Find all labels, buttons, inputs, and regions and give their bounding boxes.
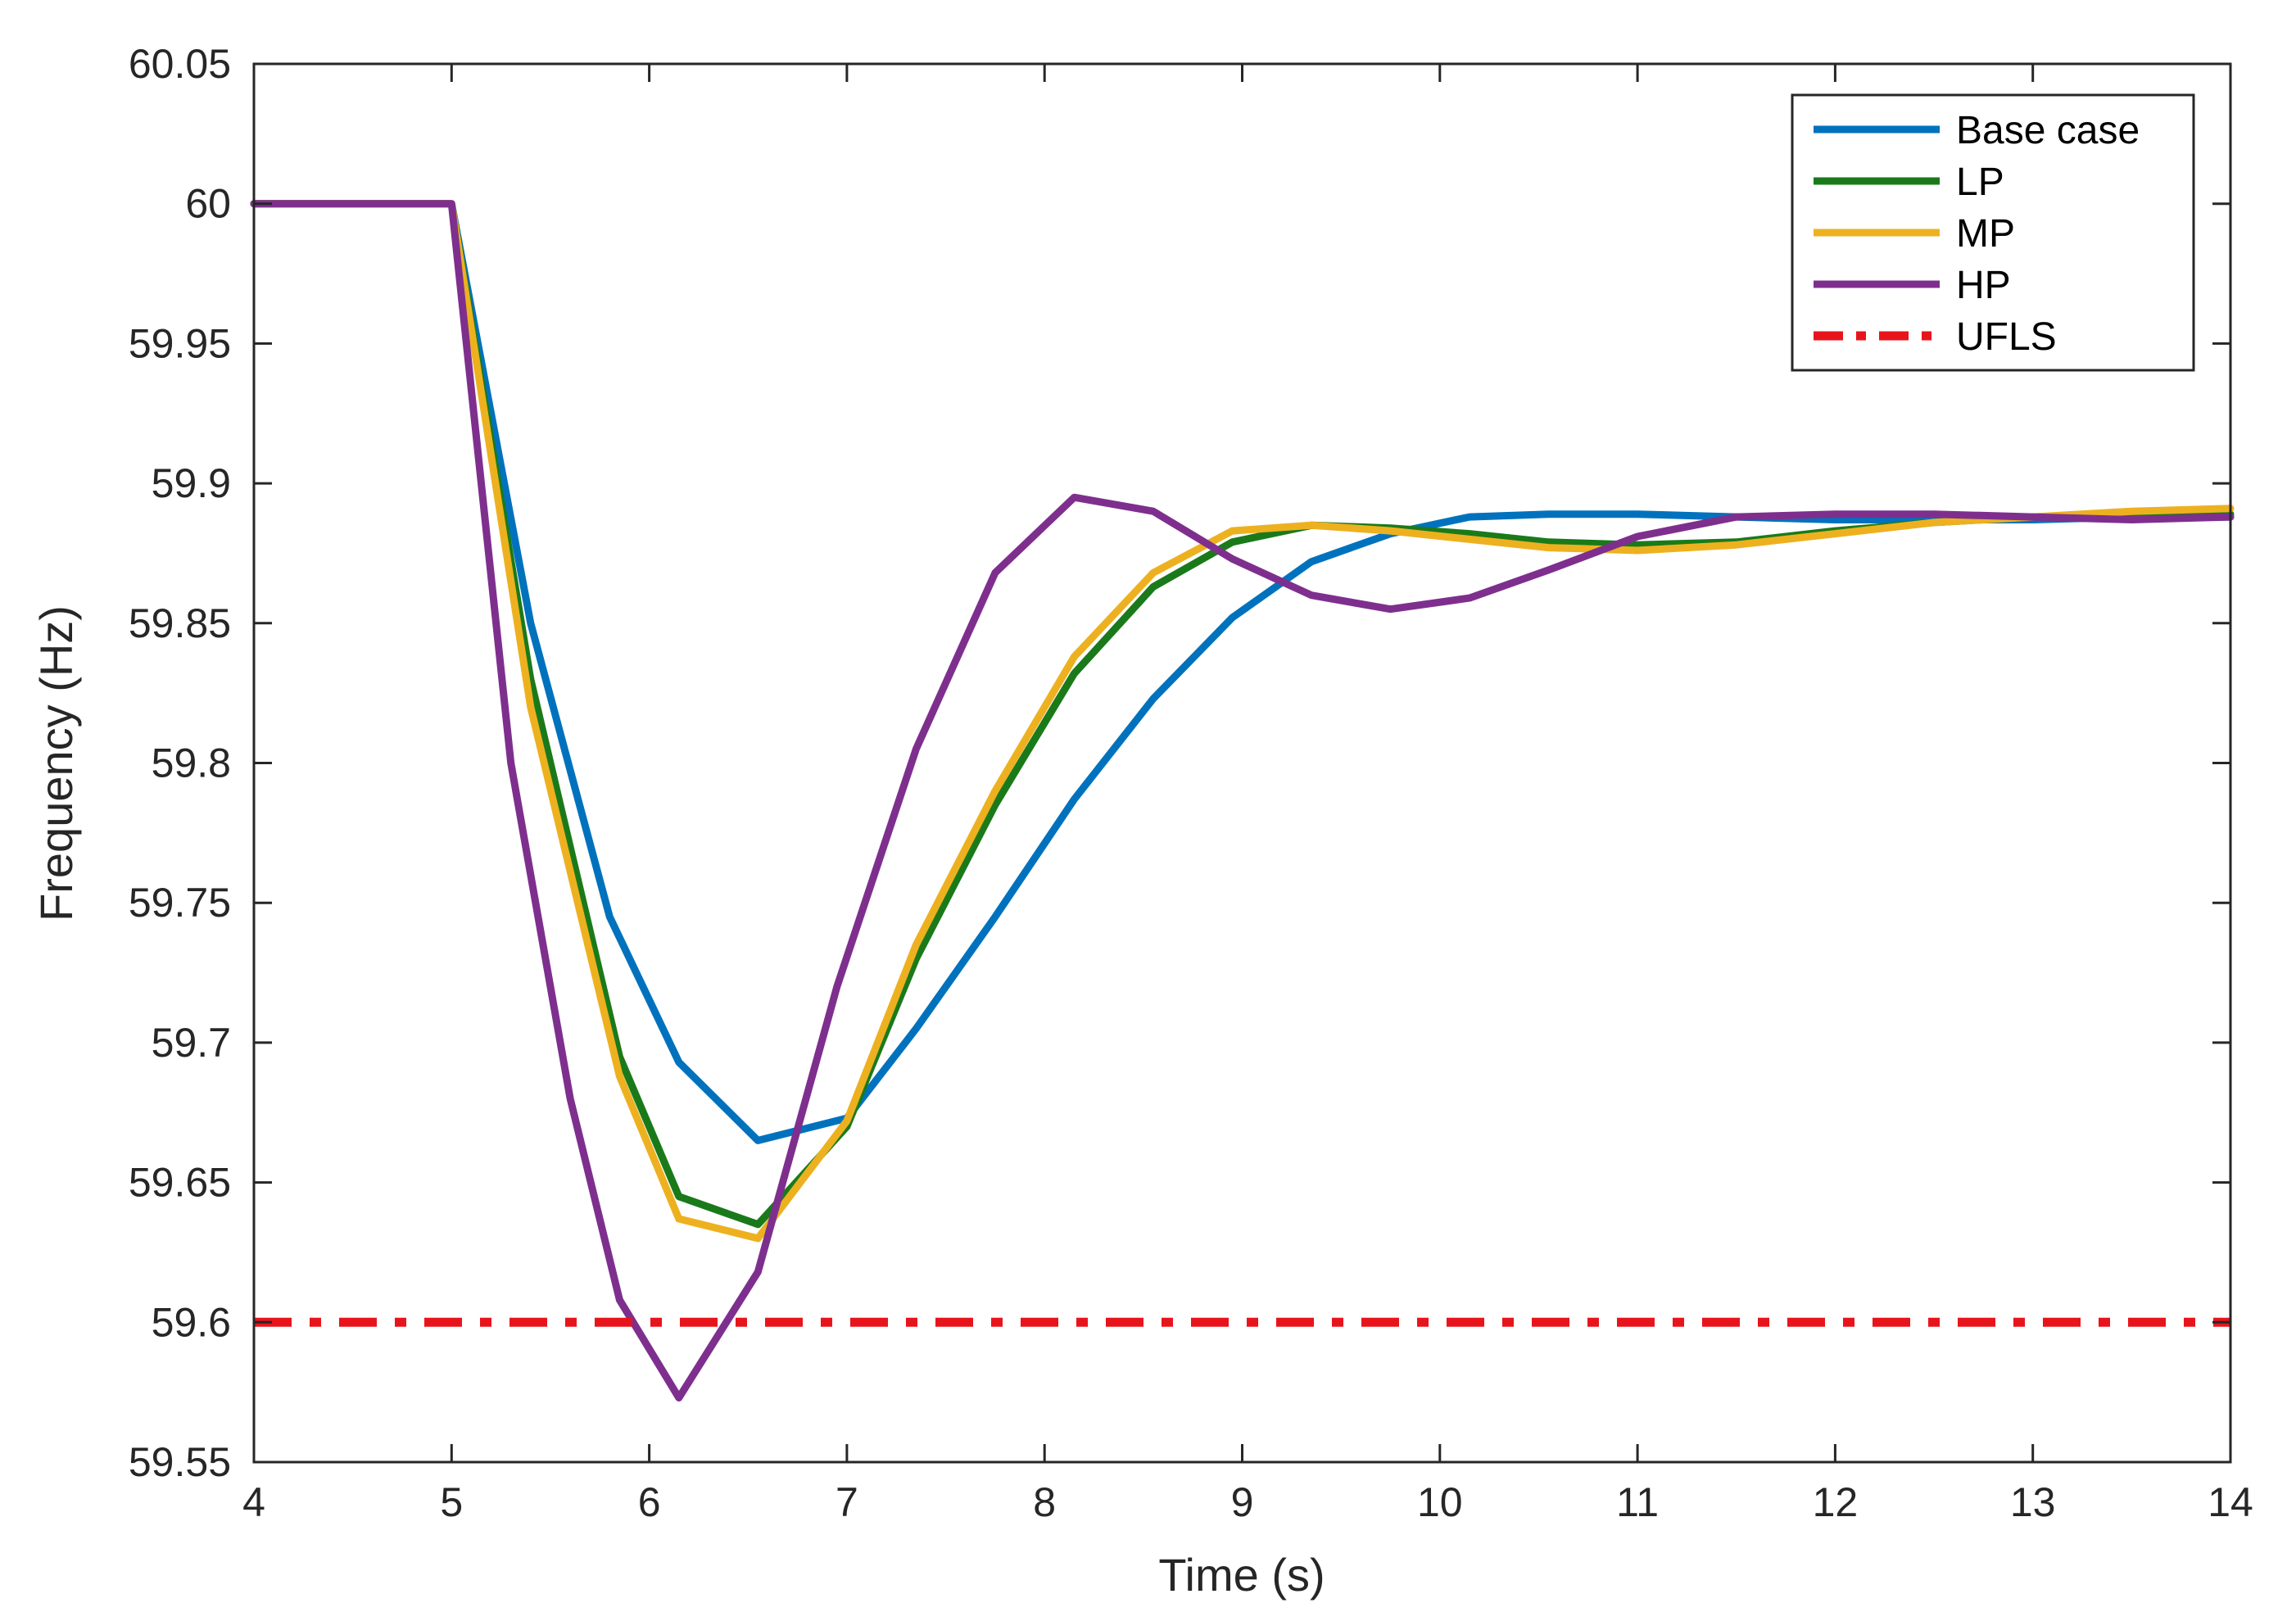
x-tick-label: 8 (1033, 1479, 1056, 1525)
x-tick-label: 4 (242, 1479, 265, 1525)
series-line-mp (250, 200, 2235, 1243)
y-tick-label: 59.95 (129, 320, 231, 366)
legend: Base case LP MP HP UFLS (1791, 93, 2195, 372)
y-tick-label: 59.85 (129, 600, 231, 646)
x-tick-label: 6 (638, 1479, 661, 1525)
legend-items: Base case LP MP HP UFLS (1814, 109, 2140, 359)
y-tick-label: 59.55 (129, 1439, 231, 1485)
y-tick-label: 60.05 (129, 41, 231, 87)
x-tick-label: 11 (1616, 1479, 1659, 1525)
x-tick-label: 5 (440, 1479, 463, 1525)
x-axis-title: Time (s) (1158, 1549, 1325, 1601)
x-tick-label: 9 (1231, 1479, 1254, 1525)
legend-label-ufls: UFLS (1956, 315, 2057, 359)
tick-labels: 4 5 6 7 8 9 10 11 12 13 14 59.55 59.6 59.65 59.7 59.75 5… (129, 41, 2253, 1525)
legend-label-hp: HP (1956, 264, 2011, 307)
legend-label-base-case: Base case (1956, 109, 2140, 152)
x-tick-label: 13 (2010, 1479, 2056, 1525)
y-tick-label: 60 (185, 181, 231, 227)
y-tick-label: 59.6 (152, 1299, 231, 1345)
series-line-base-case (250, 200, 2235, 1144)
legend-label-lp: LP (1956, 161, 2004, 204)
y-tick-label: 59.65 (129, 1160, 231, 1206)
y-tick-label: 59.9 (152, 460, 231, 506)
axis-ticks (252, 62, 2232, 1464)
x-tick-label: 14 (2208, 1479, 2253, 1525)
y-tick-label: 59.8 (152, 740, 231, 786)
x-tick-label: 10 (1417, 1479, 1463, 1525)
y-tick-label: 59.75 (129, 880, 231, 926)
x-tick-label: 7 (836, 1479, 858, 1525)
legend-label-mp: MP (1956, 212, 2015, 256)
x-tick-label: 12 (1813, 1479, 1859, 1525)
series-line-hp (250, 200, 2235, 1401)
y-axis-title: Frequency (Hz) (30, 605, 82, 921)
series-layer (250, 200, 2235, 1401)
y-tick-label: 59.7 (152, 1020, 231, 1066)
